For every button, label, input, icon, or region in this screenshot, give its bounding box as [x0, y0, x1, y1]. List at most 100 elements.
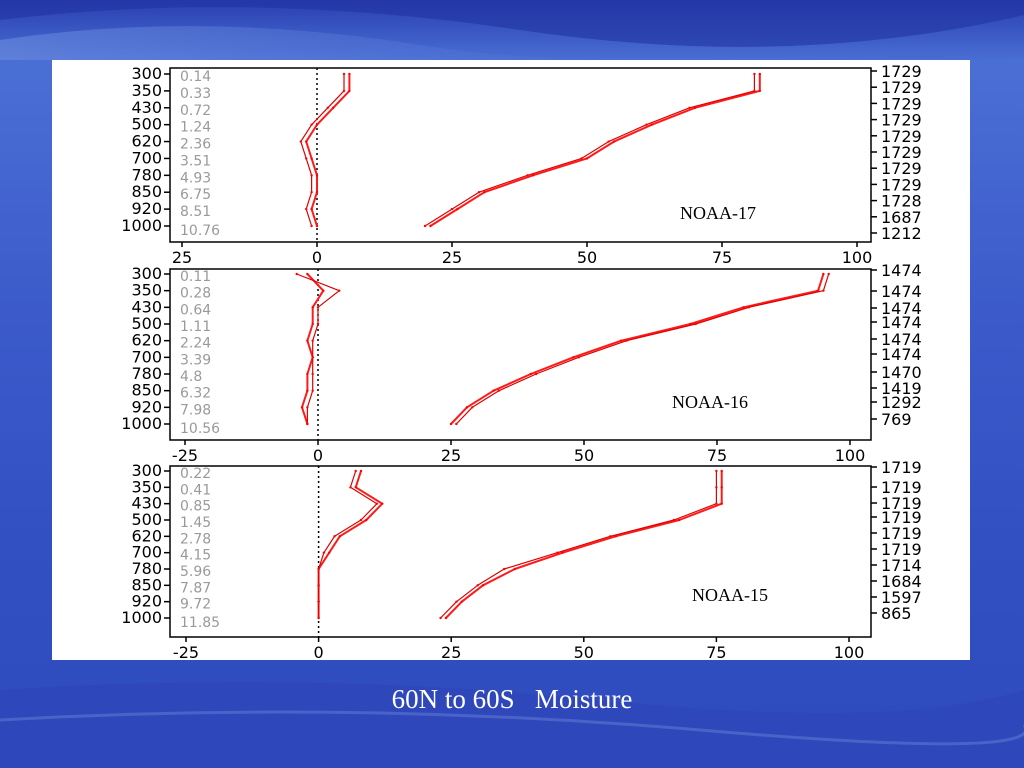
data-point — [449, 422, 453, 426]
panel-title: NOAA-16 — [672, 392, 748, 412]
left-tick-label: 850 — [131, 381, 162, 400]
data-point — [429, 224, 432, 228]
left-tick-label: 300 — [131, 64, 162, 83]
bottom-tick-label: 50 — [574, 446, 594, 465]
series-line — [455, 273, 830, 425]
data-point — [311, 389, 314, 392]
figure-panel: 300 350 430 500 620 700 780 850 920 1000 0.14 0.33 0… — [52, 60, 970, 660]
data-point — [609, 535, 612, 538]
data-point — [305, 157, 308, 160]
data-point — [694, 322, 697, 326]
data-point — [455, 600, 458, 603]
inner-value-label: 0.28 — [180, 286, 211, 302]
inner-value-label: 6.32 — [180, 386, 211, 402]
data-point — [310, 123, 313, 126]
right-tick-label: 1719 — [881, 478, 922, 497]
data-point — [306, 422, 309, 426]
chart-panel-0: 30035043050062070078085092010000.140.330… — [121, 62, 921, 267]
left-tick-label: 620 — [131, 132, 162, 151]
inner-value-label: 2.36 — [180, 137, 211, 153]
data-point — [650, 123, 653, 126]
series-line — [318, 470, 378, 618]
right-tick-label: 1729 — [881, 175, 922, 194]
right-tick-label: 1719 — [881, 524, 922, 543]
left-tick-label: 700 — [131, 148, 162, 167]
right-tick-label: 1714 — [881, 556, 922, 575]
data-point — [311, 339, 314, 342]
data-point — [316, 322, 320, 326]
left-tick-label: 780 — [131, 165, 162, 184]
data-point — [310, 207, 313, 211]
data-point — [310, 157, 313, 160]
data-point — [315, 123, 319, 126]
data-point — [311, 356, 314, 359]
right-tick-label: 1729 — [881, 111, 922, 130]
data-point — [580, 157, 583, 160]
chart-panel-2: 30035043050062070078085092010000.220.410… — [121, 458, 921, 660]
data-point — [477, 191, 481, 194]
data-point — [444, 616, 448, 620]
data-point — [747, 306, 751, 309]
data-point — [715, 502, 718, 505]
data-point — [315, 191, 319, 194]
data-point — [607, 140, 610, 143]
left-tick-label: 350 — [131, 81, 162, 100]
data-point — [338, 289, 341, 292]
data-point — [299, 140, 302, 143]
left-tick-label: 300 — [131, 461, 162, 480]
data-point — [612, 140, 616, 143]
series-line — [300, 74, 345, 227]
left-tick-label: 1000 — [121, 216, 162, 235]
data-point — [455, 422, 458, 426]
left-tick-label: 430 — [131, 297, 162, 316]
left-tick-label: 700 — [131, 347, 162, 366]
data-point — [534, 372, 538, 376]
right-tick-label: 1474 — [881, 261, 922, 280]
bottom-tick-label: 75 — [712, 248, 732, 267]
data-point — [720, 502, 723, 505]
series-line — [305, 74, 351, 227]
data-point — [342, 72, 346, 76]
inner-value-label: 0.72 — [180, 103, 211, 119]
data-point — [311, 372, 314, 376]
data-point — [354, 486, 357, 489]
plot-frame — [169, 268, 872, 441]
data-point — [720, 469, 723, 473]
inner-value-label: 7.98 — [180, 402, 211, 418]
inner-value-label: 2.24 — [180, 336, 211, 352]
right-tick-label: 1729 — [881, 127, 922, 146]
data-point — [332, 106, 335, 109]
right-tick-label: 1729 — [881, 78, 922, 97]
right-tick-label: 1212 — [881, 224, 922, 243]
right-tick-label: 1729 — [881, 159, 922, 178]
data-point — [348, 72, 351, 76]
data-point — [381, 502, 384, 505]
plot-frame — [169, 67, 872, 243]
right-tick-label: 1474 — [881, 299, 922, 318]
data-point — [310, 191, 313, 194]
panel-title: NOAA-17 — [680, 203, 756, 223]
data-point — [311, 306, 314, 309]
left-tick-label: 500 — [131, 510, 162, 529]
data-point — [326, 106, 329, 109]
data-point — [316, 306, 320, 309]
data-point — [305, 207, 308, 211]
data-point — [315, 224, 319, 228]
left-tick-label: 430 — [131, 98, 162, 117]
data-point — [529, 372, 532, 376]
inner-value-label: 0.33 — [180, 86, 211, 102]
data-point — [497, 389, 501, 392]
series-line — [424, 74, 756, 227]
data-point — [365, 518, 368, 522]
data-point — [503, 567, 506, 571]
bottom-tick-label: 100 — [835, 446, 866, 465]
data-point — [645, 123, 648, 126]
left-tick-label: 620 — [131, 331, 162, 350]
left-tick-label: 620 — [131, 526, 162, 545]
data-point — [450, 207, 454, 211]
data-point — [753, 89, 756, 93]
series-line — [296, 273, 340, 424]
bottom-tick-label: 75 — [707, 446, 727, 465]
left-tick-label: 780 — [131, 559, 162, 578]
